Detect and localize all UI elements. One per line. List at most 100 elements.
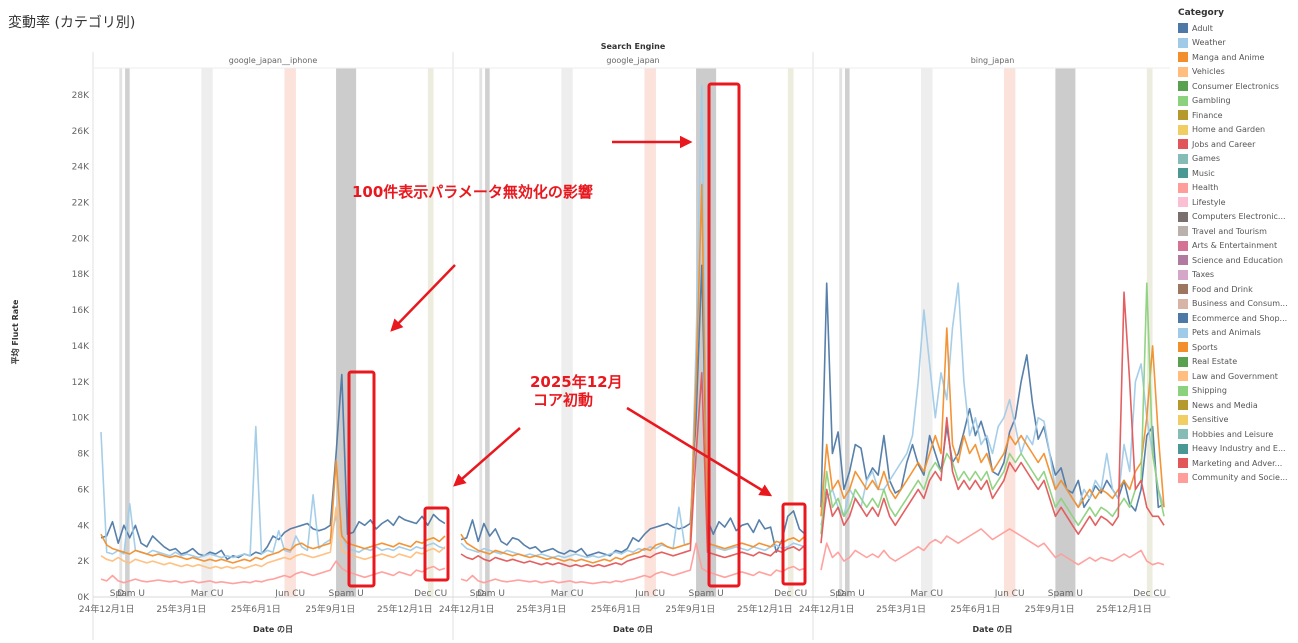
legend-item[interactable]: Sports <box>1178 340 1296 355</box>
legend-label: Finance <box>1192 110 1223 120</box>
y-tick-label: 26K <box>72 127 90 137</box>
legend-item[interactable]: Marketing and Adver... <box>1178 456 1296 471</box>
legend-label: Law and Government <box>1192 371 1278 381</box>
legend-swatch <box>1178 458 1188 469</box>
event-band-2-5 <box>1146 68 1153 597</box>
legend-item[interactable]: Vehicles <box>1178 65 1296 80</box>
panel-label-1: google_japan <box>606 56 659 65</box>
legend-item[interactable]: Law and Government <box>1178 369 1296 384</box>
legend-label: Sports <box>1192 342 1218 352</box>
legend-item[interactable]: Arts & Entertainment <box>1178 239 1296 254</box>
event-band-1-2 <box>561 68 573 597</box>
event-band-1-5 <box>787 68 794 597</box>
legend-item[interactable]: Consumer Electronics <box>1178 79 1296 94</box>
y-tick-label: 18K <box>72 270 90 280</box>
legend-swatch <box>1178 182 1188 193</box>
legend-item[interactable]: Science and Education <box>1178 253 1296 268</box>
legend-item[interactable]: Manga and Anime <box>1178 50 1296 65</box>
x-tick-label: 25年9月1日 <box>1025 603 1075 615</box>
legend-item[interactable]: Lifestyle <box>1178 195 1296 210</box>
legend-item[interactable]: Taxes <box>1178 268 1296 283</box>
legend-item[interactable]: Weather <box>1178 36 1296 51</box>
legend-swatch <box>1178 342 1188 353</box>
legend-item[interactable]: Community and Socie... <box>1178 471 1296 486</box>
legend-item[interactable]: Gambling <box>1178 94 1296 109</box>
y-tick-label: 8K <box>77 450 90 460</box>
legend-item[interactable]: Travel and Tourism <box>1178 224 1296 239</box>
event-label-0-4: Spam U <box>329 589 364 599</box>
legend: Category Adult Weather Manga and Anime Vehi… <box>1178 8 1296 485</box>
legend-label: Hobbies and Leisure <box>1192 429 1274 439</box>
series-line-adult-panel-2 <box>820 282 1165 512</box>
event-label-2-1: Spam U <box>830 589 865 599</box>
legend-item[interactable]: Real Estate <box>1178 355 1296 370</box>
legend-item[interactable]: News and Media <box>1178 398 1296 413</box>
legend-item[interactable]: Hobbies and Leisure <box>1178 427 1296 442</box>
x-tick-label: 25年6月1日 <box>591 603 641 615</box>
event-label-1-3: Jun CU <box>634 589 665 599</box>
series-line-adult-panel-1 <box>460 264 806 557</box>
event-label-0-3: Jun CU <box>274 589 305 599</box>
legend-label: Health <box>1192 183 1219 193</box>
legend-swatch <box>1178 37 1188 48</box>
legend-label: Shipping <box>1192 386 1227 396</box>
annotation-arrow-1 <box>390 264 456 332</box>
event-label-1-1: Spam U <box>470 589 505 599</box>
legend-label: Pets and Animals <box>1192 328 1261 338</box>
highlight-box-3 <box>781 502 807 586</box>
annotation-param-text: 100件表示パラメータ無効化の影響 <box>352 183 593 201</box>
x-axis-title: Date の日 <box>253 625 293 634</box>
chart-svg: Search Engine google_japan__iphone google_… <box>10 42 1170 640</box>
event-label-2-5: Dec CU <box>1133 589 1166 599</box>
legend-swatch <box>1178 95 1188 106</box>
y-tick-label: 22K <box>72 198 90 208</box>
legend-item[interactable]: Finance <box>1178 108 1296 123</box>
legend-item[interactable]: Jobs and Career <box>1178 137 1296 152</box>
legend-item[interactable]: Business and Consum... <box>1178 297 1296 312</box>
x-tick-label: 25年6月1日 <box>950 603 1000 615</box>
legend-label: Arts & Entertainment <box>1192 241 1278 251</box>
event-label-0-1: Spam U <box>110 589 145 599</box>
series-line-weather-panel-1 <box>460 85 806 559</box>
y-tick-label: 20K <box>72 234 90 244</box>
y-tick-label: 24K <box>72 163 90 173</box>
legend-item[interactable]: Computers Electronic... <box>1178 210 1296 225</box>
event-label-1-2: Mar CU <box>551 589 584 599</box>
event-label-0-5: Dec CU <box>414 589 447 599</box>
legend-label: Consumer Electronics <box>1192 81 1279 91</box>
event-label-2-4: Spam U <box>1048 589 1083 599</box>
panel-label-0: google_japan__iphone <box>229 56 318 65</box>
legend-item[interactable]: Home and Garden <box>1178 123 1296 138</box>
legend-item[interactable]: Ecommerce and Shop... <box>1178 311 1296 326</box>
legend-swatch <box>1178 23 1188 34</box>
legend-item[interactable]: Heavy Industry and E... <box>1178 442 1296 457</box>
y-tick-label: 4K <box>77 521 90 531</box>
series-line-vehicles-panel-0 <box>100 506 446 570</box>
event-label-0-2: Mar CU <box>191 589 224 599</box>
legend-swatch <box>1178 81 1188 92</box>
legend-label: Community and Socie... <box>1192 473 1288 483</box>
legend-item[interactable]: Health <box>1178 181 1296 196</box>
legend-item[interactable]: Adult <box>1178 21 1296 36</box>
x-tick-label: 24年12月1日 <box>799 603 855 615</box>
legend-label: News and Media <box>1192 400 1258 410</box>
legend-swatch <box>1178 371 1188 382</box>
legend-item[interactable]: Music <box>1178 166 1296 181</box>
series-line-manga-and-anime-panel-1 <box>460 183 806 564</box>
legend-swatch <box>1178 197 1188 208</box>
event-label-2-2: Mar CU <box>910 589 943 599</box>
legend-item[interactable]: Shipping <box>1178 384 1296 399</box>
legend-item[interactable]: Food and Drink <box>1178 282 1296 297</box>
legend-item[interactable]: Pets and Animals <box>1178 326 1296 341</box>
legend-label: Science and Education <box>1192 255 1283 265</box>
legend-label: Heavy Industry and E... <box>1192 444 1286 454</box>
legend-swatch <box>1178 414 1188 425</box>
x-tick-label: 25年9月1日 <box>305 603 355 615</box>
legend-label: Home and Garden <box>1192 125 1266 135</box>
legend-label: Lifestyle <box>1192 197 1226 207</box>
legend-swatch <box>1178 400 1188 411</box>
legend-item[interactable]: Sensitive <box>1178 413 1296 428</box>
legend-item[interactable]: Games <box>1178 152 1296 167</box>
event-label-1-4: Spam U <box>689 589 724 599</box>
annotation-core-text-line2: コア初動 <box>533 391 593 409</box>
